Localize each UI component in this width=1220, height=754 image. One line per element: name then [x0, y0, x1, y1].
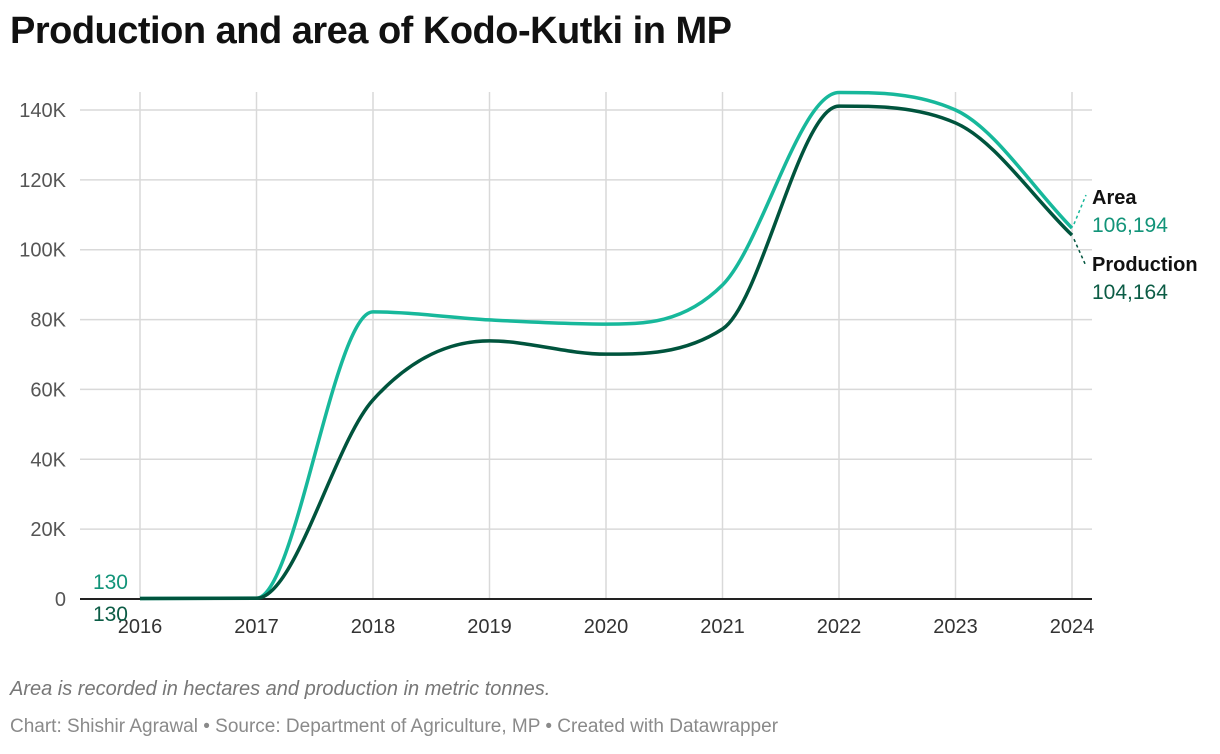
x-tick-label: 2023 — [933, 616, 978, 638]
x-tick-label: 2021 — [700, 616, 745, 638]
x-tick-label: 2024 — [1050, 616, 1095, 638]
y-tick-label: 20K — [30, 519, 66, 541]
label-connector — [1073, 194, 1087, 225]
y-tick-label: 60K — [30, 379, 66, 401]
series-line-production — [139, 104, 1074, 601]
series-end-value-label: 106,194 — [1092, 214, 1168, 237]
chart-note: Area is recorded in hectares and product… — [10, 678, 551, 700]
y-tick-label: 140K — [19, 100, 66, 122]
chart-credit: Chart: Shishir Agrawal • Source: Departm… — [10, 716, 779, 737]
x-tick-label: 2016 — [118, 616, 163, 638]
label-connector — [1073, 238, 1087, 267]
series-start-value-label: 130 — [93, 603, 128, 626]
y-tick-label: 100K — [19, 240, 66, 262]
x-tick-label: 2020 — [584, 616, 629, 638]
x-tick-label: 2022 — [817, 616, 862, 638]
x-tick-label: 2018 — [351, 616, 396, 638]
series-start-value-label: 130 — [93, 571, 128, 594]
series-name-label: Area — [1092, 187, 1137, 209]
y-tick-label: 120K — [19, 170, 66, 192]
chart-title: Production and area of Kodo-Kutki in MP — [10, 10, 732, 52]
series-name-label: Production — [1092, 254, 1198, 276]
y-tick-label: 40K — [30, 449, 66, 471]
y-tick-label: 80K — [30, 310, 66, 332]
series-line-area — [139, 90, 1074, 601]
y-tick-label: 0 — [55, 589, 66, 611]
x-tick-label: 2019 — [467, 616, 512, 638]
x-tick-label: 2017 — [234, 616, 279, 638]
series-end-value-label: 104,164 — [1092, 281, 1168, 304]
